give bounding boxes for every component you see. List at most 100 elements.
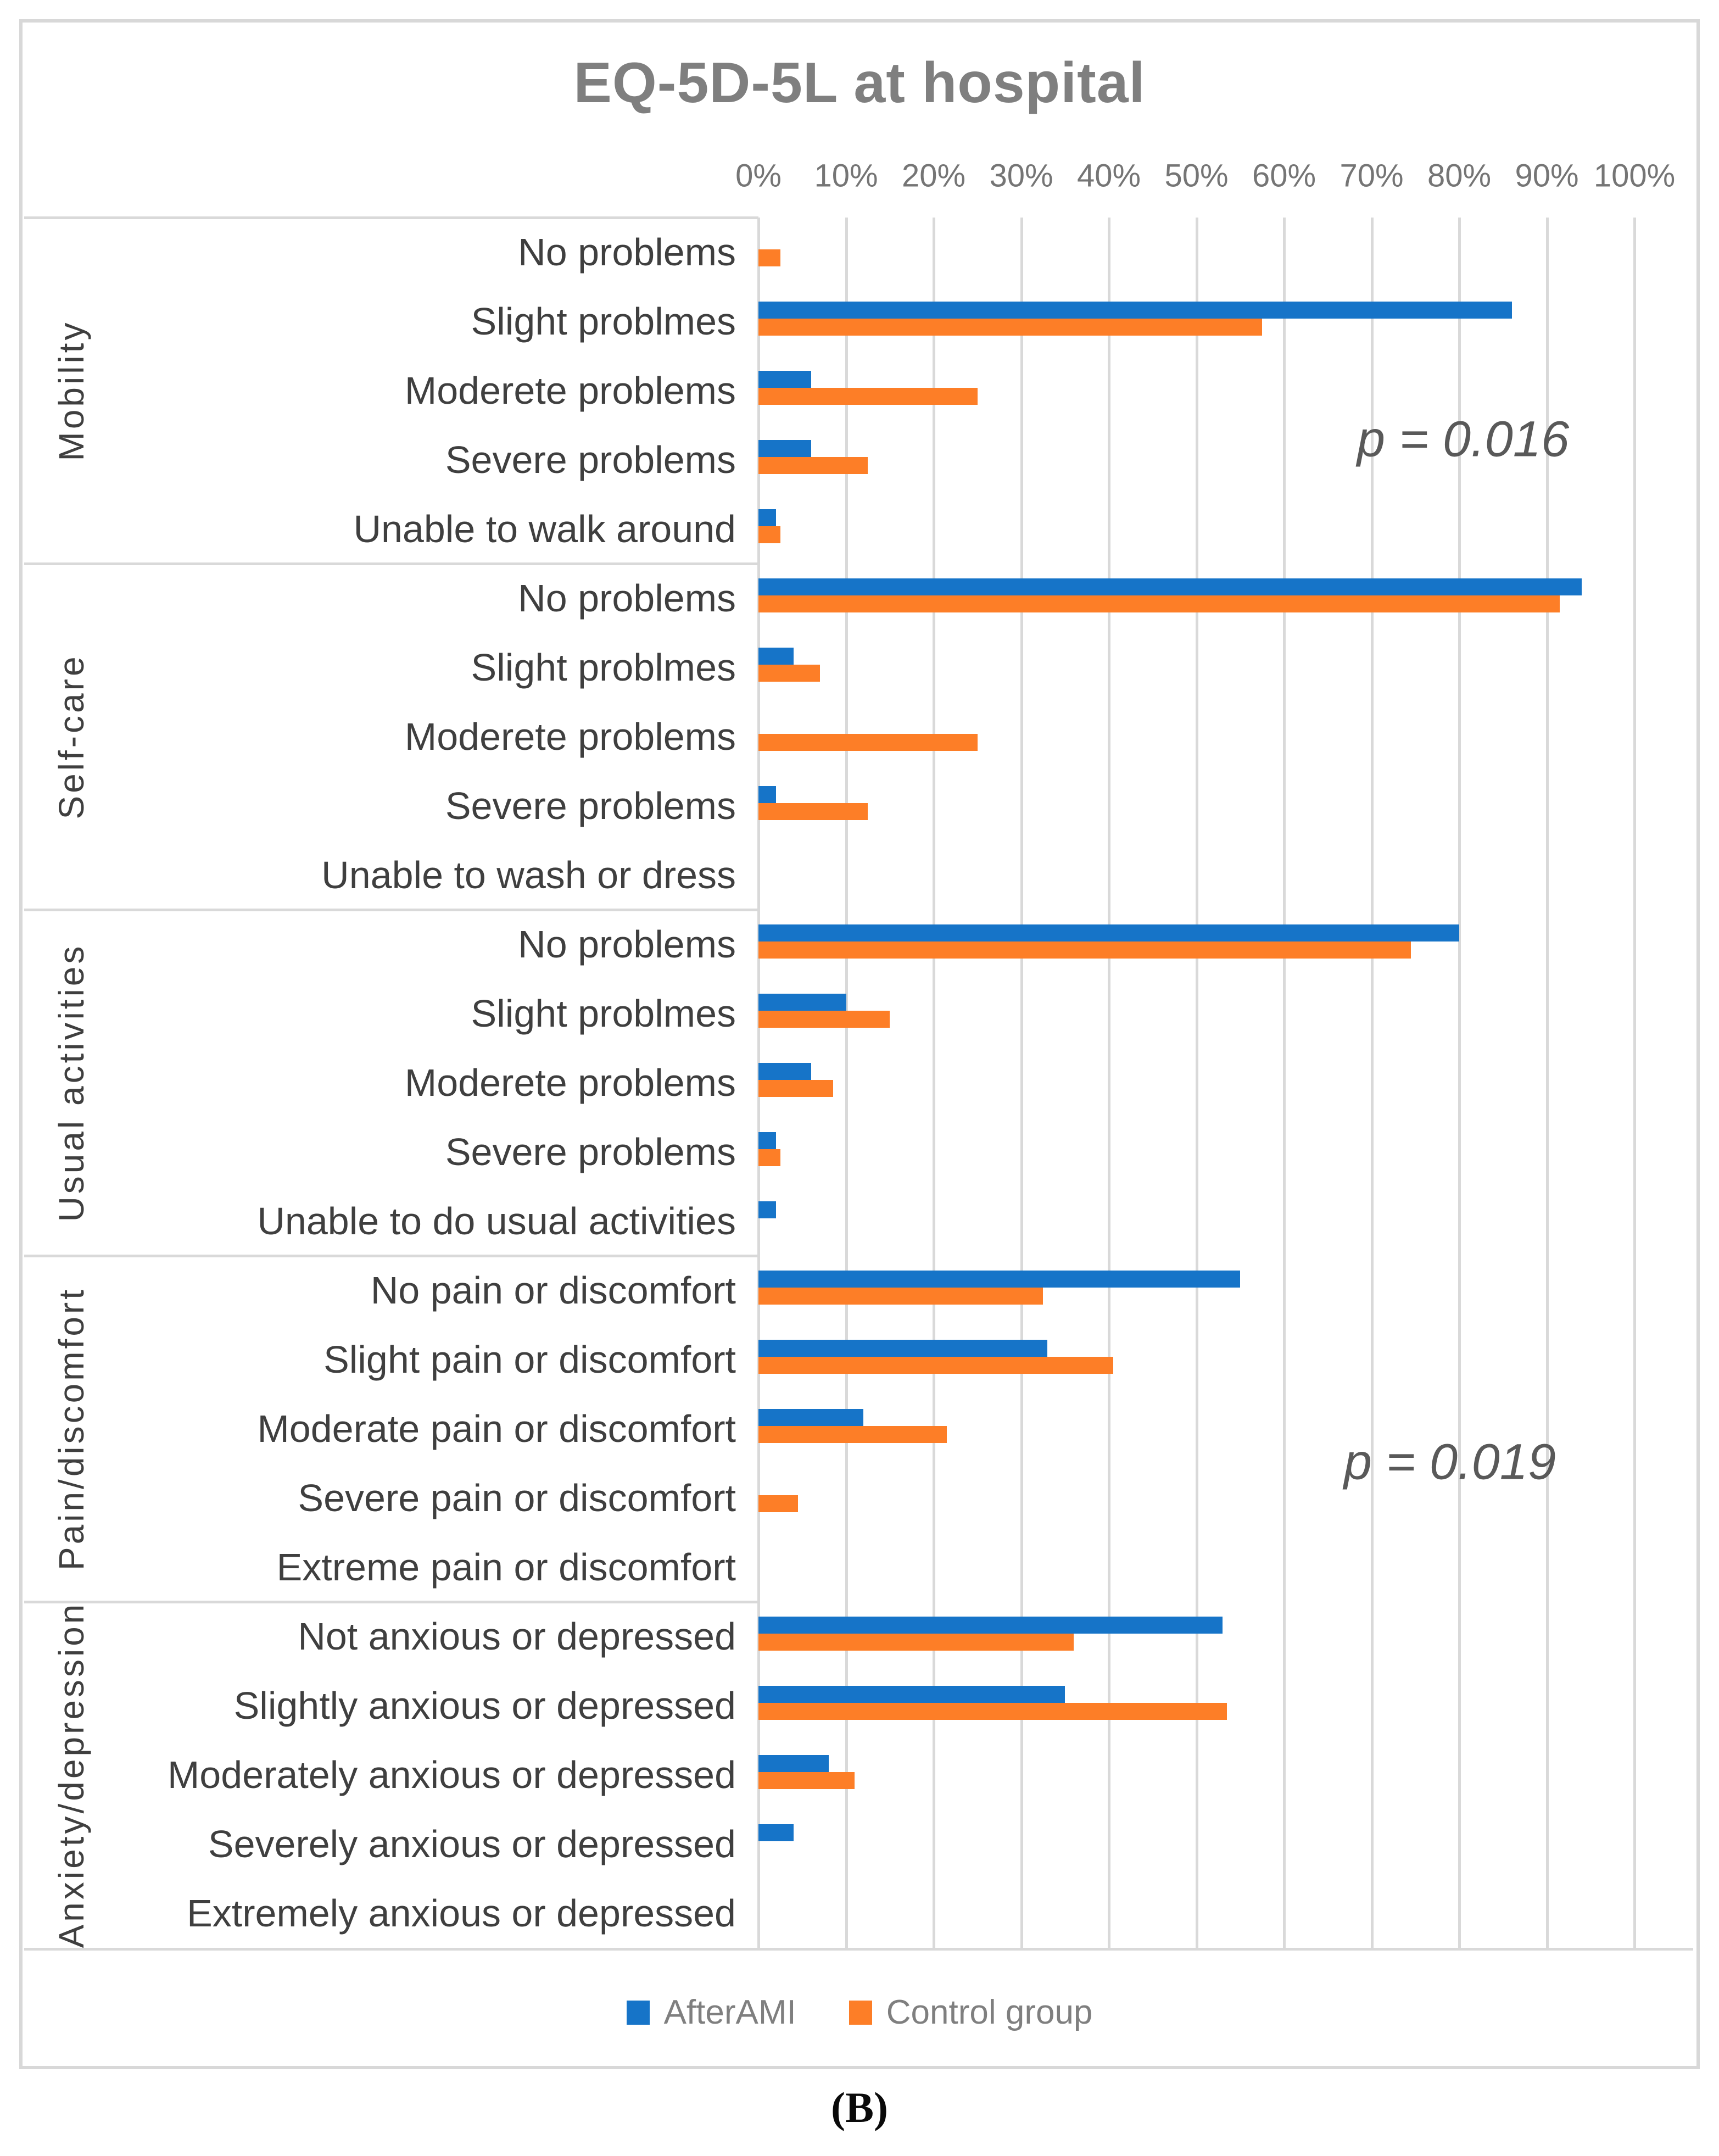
chart-legend: AfterAMI Control group — [0, 1993, 1719, 2032]
category-label: Moderete problems — [404, 1061, 736, 1104]
section-divider — [24, 562, 758, 565]
bar-control — [758, 665, 820, 682]
category-label: No problems — [518, 577, 736, 620]
gridline — [1195, 218, 1198, 1949]
category-label: Slight problmes — [471, 300, 736, 343]
category-label: Unable to wash or dress — [321, 854, 736, 896]
bar-control — [758, 803, 868, 820]
bar-control — [758, 1772, 855, 1789]
category-label: No pain or discomfort — [370, 1269, 736, 1312]
legend-label: AfterAMI — [663, 1993, 796, 2031]
gridline — [1020, 218, 1023, 1949]
category-label: Moderately anxious or depressed — [167, 1753, 736, 1796]
bar-control — [758, 526, 780, 543]
category-label: Extreme pain or discomfort — [276, 1546, 736, 1589]
chart-title: EQ-5D-5L at hospital — [573, 51, 1146, 115]
bar-control — [758, 734, 978, 751]
category-label: Moderate pain or discomfort — [257, 1407, 736, 1450]
bar-afterami — [758, 1409, 863, 1426]
bar-control — [758, 1011, 890, 1028]
bar-control — [758, 941, 1411, 959]
p-value-annotation: p = 0.016 — [1357, 411, 1570, 467]
gridline — [1458, 218, 1461, 1949]
legend-swatch-control — [849, 2000, 872, 2025]
bar-afterami — [758, 1755, 829, 1772]
panel-caption: (B) — [831, 2083, 888, 2131]
gridline — [1545, 218, 1549, 1949]
section-divider — [24, 1255, 758, 1257]
axis-tick-label: 10% — [814, 158, 878, 194]
category-label: Slightly anxious or depressed — [233, 1684, 736, 1727]
legend-item-control: Control group — [849, 1993, 1093, 2032]
bar-afterami — [758, 1132, 776, 1149]
bar-control — [758, 1495, 798, 1512]
axis-tick-label: 90% — [1515, 158, 1579, 194]
dimension-label: Mobility — [52, 320, 91, 461]
category-label: Severely anxious or depressed — [208, 1823, 736, 1865]
bar-afterami — [758, 648, 794, 665]
category-label: Severe problems — [445, 438, 736, 481]
axis-tick-label: 0% — [735, 158, 782, 194]
category-label: Severe problems — [445, 784, 736, 827]
bar-afterami — [758, 1271, 1240, 1288]
bar-control — [758, 319, 1262, 336]
bar-afterami — [758, 371, 811, 388]
bar-afterami — [758, 1201, 776, 1218]
bar-afterami — [758, 994, 846, 1011]
bar-control — [758, 1634, 1074, 1651]
gridline — [933, 218, 935, 1949]
bar-afterami — [758, 1340, 1047, 1357]
category-label: Moderete problems — [404, 715, 736, 758]
bar-control — [758, 1149, 780, 1166]
bar-afterami — [758, 1686, 1065, 1703]
bar-control — [758, 1426, 947, 1443]
axis-tick-label: 80% — [1427, 158, 1492, 194]
bar-control — [758, 1703, 1227, 1720]
bar-afterami — [758, 440, 811, 457]
bar-afterami — [758, 1063, 811, 1080]
p-value-annotation: p = 0.019 — [1343, 1434, 1556, 1490]
axis-tick-label: 70% — [1340, 158, 1404, 194]
axis-tick-label: 20% — [901, 158, 966, 194]
bar-afterami — [758, 924, 1459, 941]
category-label: Severe problems — [445, 1130, 736, 1173]
gridline — [1283, 218, 1286, 1949]
bar-afterami — [758, 509, 776, 526]
bar-control — [758, 1080, 833, 1097]
gridline — [1370, 218, 1374, 1949]
bar-afterami — [758, 1617, 1223, 1634]
axis-tick-label: 50% — [1164, 158, 1229, 194]
legend-item-afterami: AfterAMI — [626, 1993, 796, 2032]
category-label: Slight problmes — [471, 646, 736, 689]
section-divider — [24, 216, 758, 219]
section-divider — [24, 1601, 758, 1603]
gridline — [845, 218, 848, 1949]
bar-afterami — [758, 578, 1582, 595]
dimension-label: Pain/discomfort — [52, 1286, 91, 1571]
gridline — [1108, 218, 1110, 1949]
category-label: No problems — [518, 923, 736, 966]
axis-tick-label: 100% — [1593, 158, 1676, 194]
section-divider — [24, 909, 758, 911]
bar-control — [758, 249, 780, 266]
bar-afterami — [758, 1824, 794, 1841]
axis-bottom-line — [24, 1948, 1693, 1951]
category-label: Slight problmes — [471, 992, 736, 1035]
dimension-label: Anxiety/depression — [52, 1601, 91, 1948]
category-label: Moderete problems — [404, 369, 736, 412]
bar-control — [758, 595, 1560, 612]
figure-border — [19, 19, 1700, 2069]
category-label: Extremely anxious or depressed — [187, 1892, 736, 1935]
category-label: Severe pain or discomfort — [298, 1477, 736, 1519]
legend-swatch-afterami — [626, 2000, 650, 2025]
category-label: Unable to do usual activities — [257, 1200, 736, 1243]
category-label: No problems — [518, 231, 736, 274]
bar-control — [758, 388, 978, 405]
bar-control — [758, 1288, 1043, 1305]
bar-control — [758, 1357, 1113, 1374]
legend-label: Control group — [886, 1993, 1093, 2031]
bar-control — [758, 457, 868, 474]
axis-tick-label: 30% — [989, 158, 1053, 194]
category-label: Slight pain or discomfort — [323, 1338, 736, 1381]
category-label: Not anxious or depressed — [298, 1615, 736, 1658]
